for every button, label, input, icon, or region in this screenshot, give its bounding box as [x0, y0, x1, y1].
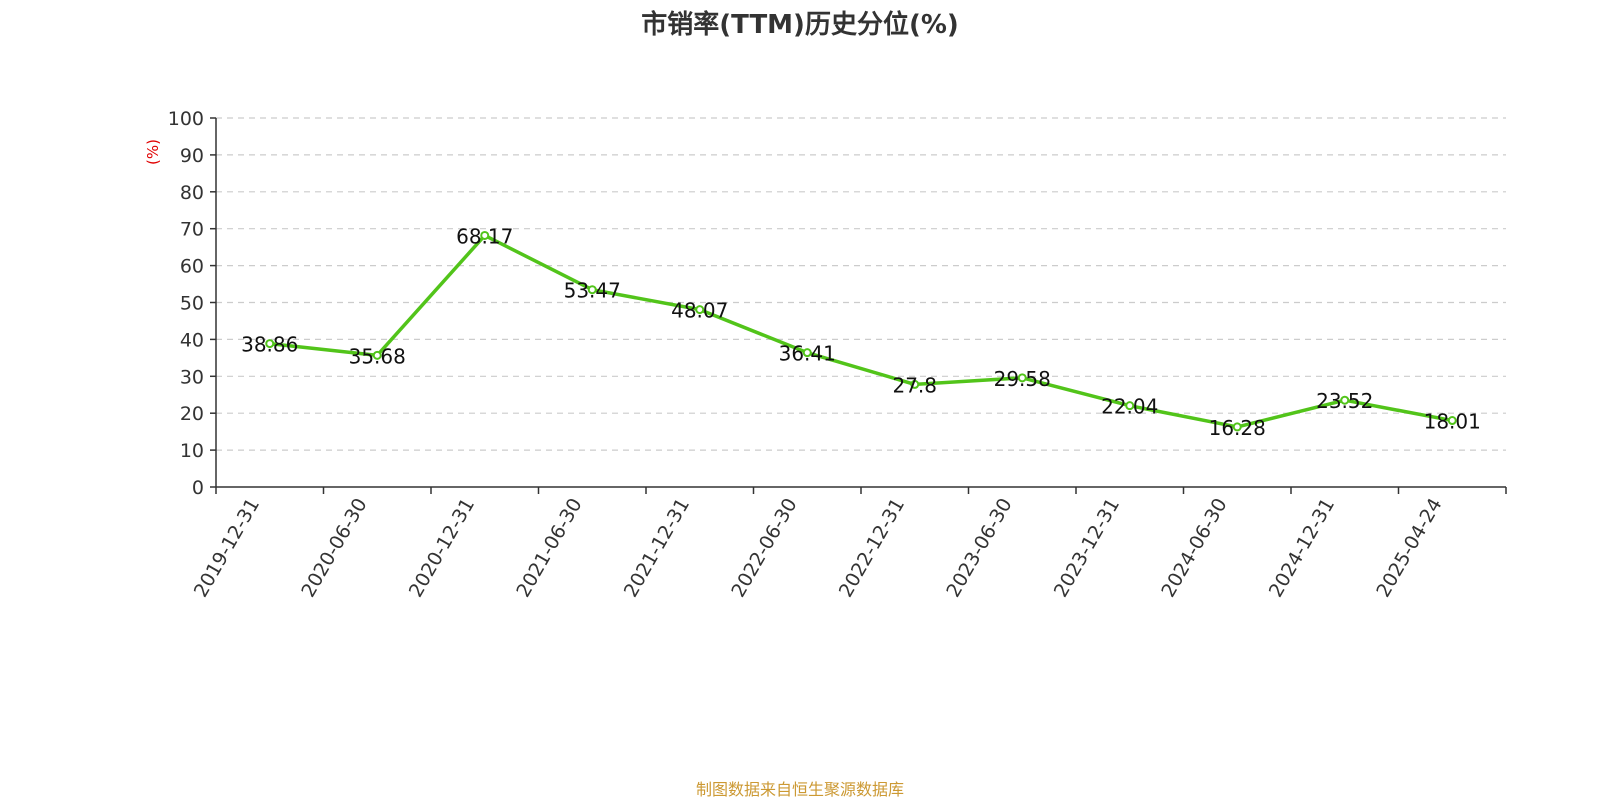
data-point — [480, 230, 490, 240]
data-point — [1017, 373, 1027, 383]
y-tick-label: 80 — [180, 182, 204, 204]
series-line-group — [268, 233, 1454, 429]
data-point — [372, 350, 382, 360]
data-labels: 38.86 35.68 68.17 53.47 48.07 36.41 27.8 29.58 2… — [241, 224, 1481, 439]
x-tick-label: 2023-06-30 — [942, 495, 1016, 602]
data-point — [1232, 422, 1242, 432]
data-point — [695, 305, 705, 315]
x-tick-label: 2025-04-24 — [1372, 495, 1446, 602]
data-point — [1125, 401, 1135, 411]
data-label: 35.68 — [349, 344, 406, 368]
data-point — [1447, 416, 1457, 426]
data-label: 16.28 — [1209, 416, 1266, 440]
y-axis-ticks: 0 10 20 30 40 50 60 70 80 90 100 — [168, 108, 216, 499]
data-point — [587, 285, 597, 295]
data-label: 53.47 — [564, 279, 621, 303]
data-label: 23.52 — [1316, 389, 1373, 413]
x-tick-label: 2020-06-30 — [297, 495, 371, 602]
y-tick-label: 40 — [180, 329, 204, 351]
data-label: 48.07 — [671, 299, 728, 323]
grid-lines — [216, 117, 1506, 451]
series-line — [268, 233, 1454, 429]
chart-title: 市销率(TTM)历史分位(%) — [641, 10, 959, 40]
y-tick-label: 10 — [180, 440, 204, 462]
data-point — [910, 379, 920, 389]
data-points — [265, 230, 1457, 432]
data-label: 29.58 — [994, 367, 1051, 391]
x-tick-label: 2020-12-31 — [405, 495, 479, 602]
y-tick-label: 50 — [180, 293, 204, 315]
y-tick-label: 90 — [180, 145, 204, 167]
x-tick-label: 2022-12-31 — [835, 495, 909, 602]
y-tick-label: 20 — [180, 403, 204, 425]
x-tick-label: 2022-06-30 — [727, 495, 801, 602]
data-label: 27.8 — [892, 373, 937, 397]
source-note: 制图数据来自恒生聚源数据库 — [695, 780, 904, 799]
x-tick-label: 2024-12-31 — [1265, 495, 1339, 602]
data-label: 22.04 — [1101, 395, 1158, 419]
x-tick-label: 2023-12-31 — [1050, 495, 1124, 602]
data-label: 36.41 — [779, 342, 836, 366]
y-axis-unit-label: (%) — [144, 139, 162, 165]
x-tick-label: 2021-12-31 — [620, 495, 694, 602]
y-tick-label: 60 — [180, 256, 204, 278]
x-tick-label: 2019-12-31 — [190, 495, 264, 602]
x-tick-label: 2021-06-30 — [512, 495, 586, 602]
x-tick-label: 2024-06-30 — [1157, 495, 1231, 602]
y-tick-label: 100 — [168, 108, 204, 130]
y-tick-label: 30 — [180, 366, 204, 388]
axes — [215, 118, 1506, 488]
data-point — [1340, 395, 1350, 405]
data-point — [265, 339, 275, 349]
y-tick-label: 70 — [180, 219, 204, 241]
x-axis-ticks: 2019-12-31 2020-06-30 2020-12-31 2021-06-30… — [190, 487, 1507, 602]
data-label: 38.86 — [241, 333, 298, 357]
data-label: 18.01 — [1424, 410, 1481, 434]
data-label: 68.17 — [456, 224, 513, 248]
y-tick-label: 0 — [192, 477, 204, 499]
data-point — [802, 348, 812, 358]
